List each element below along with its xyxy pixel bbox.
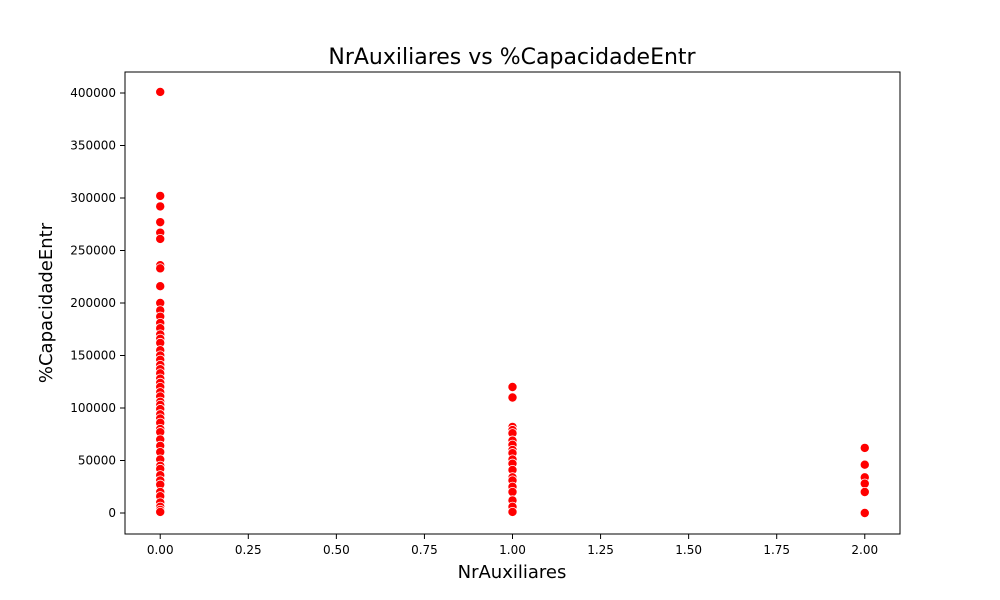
x-tick-label: 0.00 — [147, 543, 174, 557]
data-point — [155, 233, 166, 244]
points-layer — [155, 86, 870, 518]
x-tick-label: 0.25 — [235, 543, 262, 557]
chart-title: NrAuxiliares vs %CapacidadeEntr — [328, 45, 696, 70]
x-tick-label: 1.00 — [499, 543, 526, 557]
data-point — [155, 263, 166, 274]
y-tick-label: 400000 — [70, 86, 116, 100]
y-tick-label: 50000 — [78, 454, 116, 468]
data-point — [507, 486, 518, 497]
y-tick-label: 150000 — [70, 349, 116, 363]
data-point — [859, 442, 870, 453]
x-tick-label: 1.75 — [763, 543, 790, 557]
y-tick-label: 250000 — [70, 244, 116, 258]
y-axis: 0 50000 100000 150000 200000 250000 300000 3500… — [70, 86, 125, 520]
data-point — [859, 478, 870, 489]
data-point — [859, 486, 870, 497]
x-axis: 0.00 0.25 0.50 0.75 1.00 1.25 1.50 1.75 2.00 — [147, 534, 878, 557]
x-tick-label: 0.50 — [323, 543, 350, 557]
y-tick-label: 300000 — [70, 191, 116, 205]
data-point — [155, 217, 166, 228]
x-tick-label: 2.00 — [851, 543, 878, 557]
data-point — [507, 381, 518, 392]
data-point — [507, 506, 518, 517]
data-point — [155, 281, 166, 292]
y-tick-label: 200000 — [70, 296, 116, 310]
data-point — [155, 86, 166, 97]
data-point — [859, 459, 870, 470]
data-point — [155, 506, 166, 517]
data-point — [155, 190, 166, 201]
data-point — [155, 201, 166, 212]
y-axis-label: %CapacidadeEntr — [36, 222, 57, 383]
x-tick-label: 1.25 — [587, 543, 614, 557]
y-tick-label: 350000 — [70, 139, 116, 153]
y-tick-label: 100000 — [70, 401, 116, 415]
x-axis-label: NrAuxiliares — [458, 562, 567, 583]
data-point — [507, 392, 518, 403]
y-tick-label: 0 — [108, 506, 116, 520]
x-tick-label: 1.50 — [675, 543, 702, 557]
data-point — [859, 507, 870, 518]
x-tick-label: 0.75 — [411, 543, 438, 557]
